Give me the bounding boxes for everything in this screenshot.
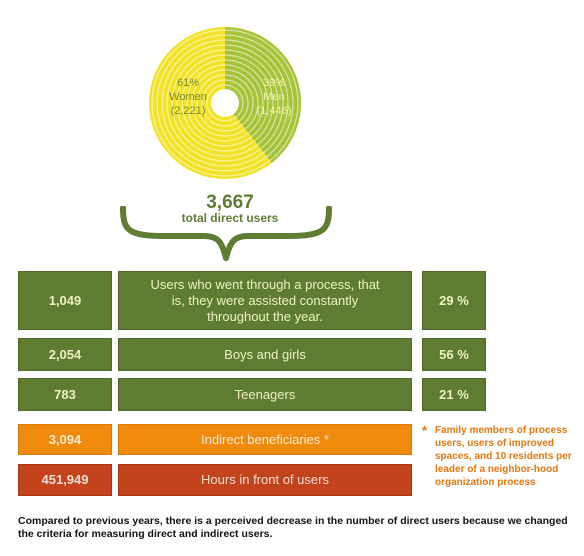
boys-girls-percent: 56 % bbox=[422, 338, 486, 371]
donut-hole bbox=[211, 89, 239, 117]
women-count-label: (2,221) bbox=[171, 105, 206, 117]
hours-label: Hours in front of users bbox=[118, 464, 412, 496]
donut-chart: 61% Women (2,221) 39% Men (1,446) bbox=[149, 27, 301, 179]
users-in-process-value: 1,049 bbox=[18, 271, 112, 330]
men-count-label: (1,446) bbox=[257, 105, 292, 117]
footer-note: Compared to previous years, there is a p… bbox=[18, 515, 568, 540]
note-text: Family members of process users, users o… bbox=[435, 425, 572, 488]
men-label: Men bbox=[263, 91, 284, 103]
boys-girls-label: Boys and girls bbox=[118, 338, 412, 371]
indirect-beneficiaries-label: Indirect beneficiaries * bbox=[118, 424, 412, 455]
total-direct-users-label: total direct users bbox=[181, 211, 279, 225]
men-percent-label: 39% bbox=[263, 77, 285, 89]
hours-value: 451,949 bbox=[18, 464, 112, 496]
teenagers-value: 783 bbox=[18, 378, 112, 411]
total-direct-users-value: 3,667 bbox=[206, 192, 254, 213]
teenagers-percent: 21 % bbox=[422, 378, 486, 411]
curly-brace-icon bbox=[120, 206, 332, 261]
indirect-beneficiaries-value: 3,094 bbox=[18, 424, 112, 455]
ring-texture bbox=[151, 29, 299, 177]
boys-girls-value: 2,054 bbox=[18, 338, 112, 371]
women-percent-label: 61% bbox=[177, 77, 199, 89]
users-in-process-percent: 29 % bbox=[422, 271, 486, 330]
teenagers-label: Teenagers bbox=[118, 378, 412, 411]
note-asterisk: * bbox=[422, 423, 428, 438]
women-label: Women bbox=[169, 91, 207, 103]
users-in-process-label: Users who went through a process, that i… bbox=[118, 271, 412, 330]
